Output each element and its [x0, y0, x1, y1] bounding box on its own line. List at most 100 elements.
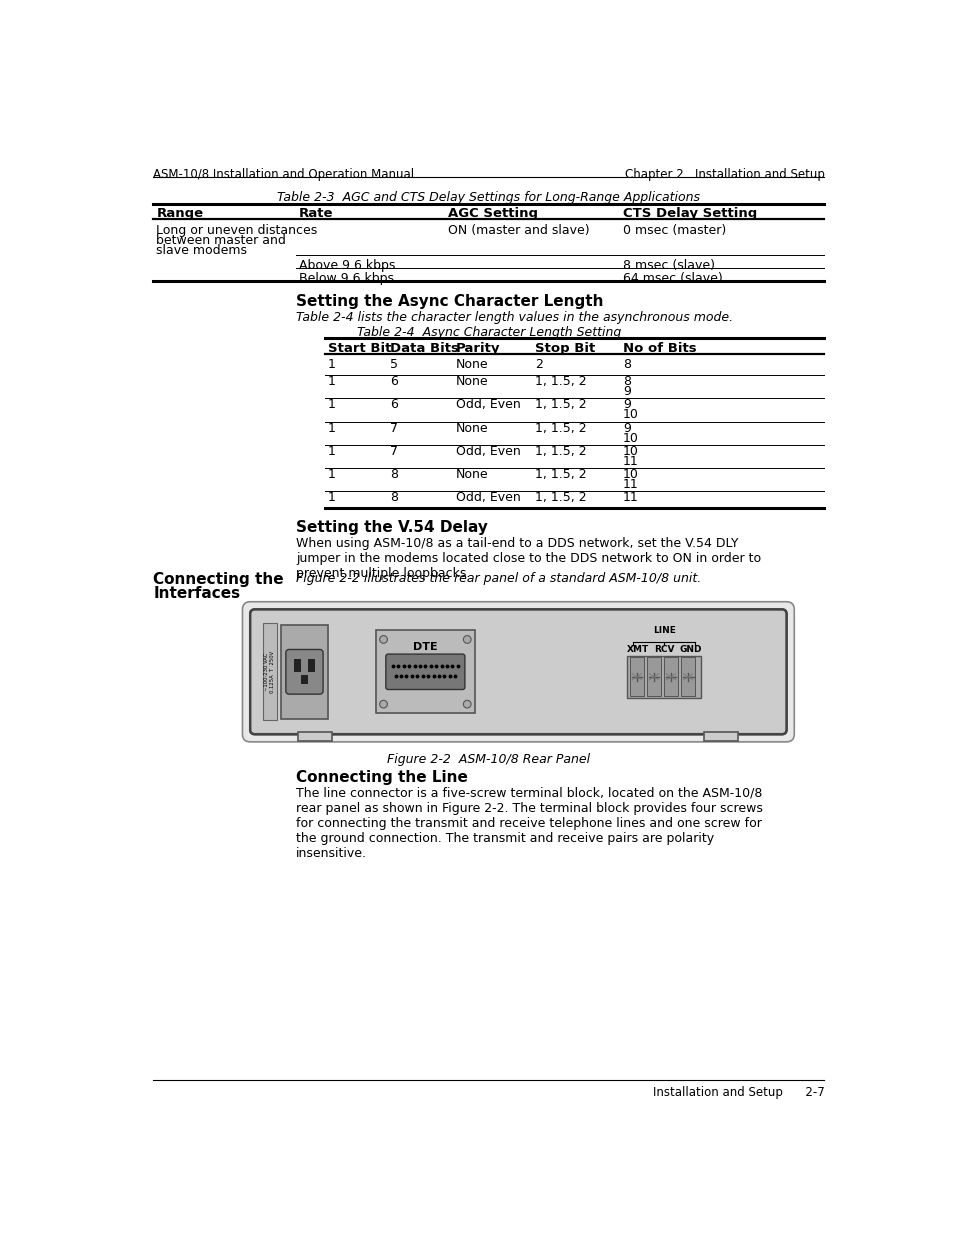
- Text: 8 msec (slave): 8 msec (slave): [622, 259, 714, 272]
- Text: 1, 1.5, 2: 1, 1.5, 2: [534, 468, 586, 480]
- Text: Above 9.6 kbps: Above 9.6 kbps: [298, 259, 395, 272]
- Circle shape: [379, 700, 387, 708]
- Text: Data Bits: Data Bits: [390, 342, 459, 356]
- Text: Table 2-3  AGC and CTS Delay Settings for Long-Range Applications: Table 2-3 AGC and CTS Delay Settings for…: [277, 190, 700, 204]
- Text: Rate: Rate: [298, 207, 334, 221]
- Text: ON (master and slave): ON (master and slave): [447, 224, 589, 237]
- Bar: [308, 659, 315, 672]
- Text: 1, 1.5, 2: 1, 1.5, 2: [534, 399, 586, 411]
- Text: 1, 1.5, 2: 1, 1.5, 2: [534, 421, 586, 435]
- Text: 10: 10: [622, 445, 639, 458]
- Text: 11: 11: [622, 490, 639, 504]
- Text: Start Bit: Start Bit: [328, 342, 391, 356]
- Text: 1, 1.5, 2: 1, 1.5, 2: [534, 375, 586, 388]
- Text: None: None: [456, 375, 488, 388]
- FancyBboxPatch shape: [250, 609, 785, 734]
- Text: 10: 10: [622, 409, 639, 421]
- Text: 7: 7: [390, 421, 398, 435]
- Text: ~100-230 VAC
0.125A  T  250V: ~100-230 VAC 0.125A T 250V: [264, 651, 274, 693]
- Bar: [298, 732, 332, 741]
- Text: No of Bits: No of Bits: [622, 342, 696, 356]
- Text: Chapter 2.  Installation and Setup: Chapter 2. Installation and Setup: [624, 168, 823, 182]
- Text: GND: GND: [679, 645, 701, 655]
- Text: Setting the V.54 Delay: Setting the V.54 Delay: [295, 520, 487, 535]
- Text: slave modems: slave modems: [156, 243, 247, 257]
- FancyBboxPatch shape: [250, 609, 785, 734]
- Text: 9: 9: [622, 421, 630, 435]
- Text: Table 2-4  Async Character Length Setting: Table 2-4 Async Character Length Setting: [356, 326, 620, 340]
- Text: 64 msec (slave): 64 msec (slave): [622, 272, 722, 285]
- Text: 10: 10: [622, 468, 639, 480]
- Bar: [703, 732, 738, 741]
- Text: None: None: [456, 358, 488, 372]
- Text: 10: 10: [622, 431, 639, 445]
- Text: Installation and Setup      2-7: Installation and Setup 2-7: [652, 1086, 823, 1099]
- Text: Figure 2-2  ASM-10/8 Rear Panel: Figure 2-2 ASM-10/8 Rear Panel: [387, 752, 590, 766]
- Text: None: None: [456, 468, 488, 480]
- Text: Odd, Even: Odd, Even: [456, 399, 519, 411]
- Text: Long or uneven distances: Long or uneven distances: [156, 224, 317, 237]
- Bar: [663, 657, 678, 697]
- Text: 5: 5: [390, 358, 398, 372]
- Text: 8: 8: [622, 375, 630, 388]
- Text: DTE: DTE: [413, 642, 437, 652]
- Text: 1, 1.5, 2: 1, 1.5, 2: [534, 490, 586, 504]
- Text: 9: 9: [622, 399, 630, 411]
- Text: 8: 8: [390, 490, 398, 504]
- Bar: [262, 624, 276, 720]
- Bar: [680, 657, 695, 697]
- Text: 0 msec (master): 0 msec (master): [622, 224, 725, 237]
- Text: 1: 1: [328, 399, 335, 411]
- Text: Interfaces: Interfaces: [153, 587, 240, 601]
- Text: 1: 1: [328, 445, 335, 458]
- Text: The line connector is a five-screw terminal block, located on the ASM-10/8
rear : The line connector is a five-screw termi…: [295, 787, 762, 860]
- Text: Setting the Async Character Length: Setting the Async Character Length: [295, 294, 603, 309]
- Text: When using ASM-10/8 as a tail-end to a DDS network, set the V.54 DLY
jumper in t: When using ASM-10/8 as a tail-end to a D…: [295, 537, 760, 580]
- Text: 6: 6: [390, 375, 398, 388]
- Text: LINE: LINE: [652, 626, 675, 636]
- Bar: [300, 674, 308, 684]
- Bar: [375, 630, 475, 714]
- Text: 1: 1: [328, 358, 335, 372]
- Text: Connecting the: Connecting the: [153, 573, 284, 588]
- Text: None: None: [456, 421, 488, 435]
- Bar: [626, 656, 700, 698]
- FancyBboxPatch shape: [385, 655, 464, 689]
- Text: 1: 1: [328, 421, 335, 435]
- Text: 1: 1: [328, 490, 335, 504]
- Circle shape: [379, 636, 387, 643]
- Text: XMT: XMT: [626, 645, 648, 655]
- Text: Odd, Even: Odd, Even: [456, 445, 519, 458]
- Text: Below 9.6 kbps: Below 9.6 kbps: [298, 272, 394, 285]
- Text: Odd, Even: Odd, Even: [456, 490, 519, 504]
- Bar: [646, 657, 660, 697]
- Text: 1, 1.5, 2: 1, 1.5, 2: [534, 445, 586, 458]
- Text: Stop Bit: Stop Bit: [534, 342, 595, 356]
- Bar: [294, 659, 300, 672]
- Text: Connecting the Line: Connecting the Line: [295, 769, 467, 784]
- Bar: [629, 657, 643, 697]
- Text: CTS Delay Setting: CTS Delay Setting: [622, 207, 757, 221]
- Text: 8: 8: [622, 358, 630, 372]
- Bar: [281, 625, 328, 719]
- Text: RCV: RCV: [653, 645, 674, 655]
- Text: 6: 6: [390, 399, 398, 411]
- Text: Parity: Parity: [456, 342, 499, 356]
- Text: between master and: between master and: [156, 233, 286, 247]
- Text: 7: 7: [390, 445, 398, 458]
- Text: ASM-10/8 Installation and Operation Manual: ASM-10/8 Installation and Operation Manu…: [153, 168, 414, 182]
- Text: 11: 11: [622, 454, 639, 468]
- Text: Table 2-4 lists the character length values in the asynchronous mode.: Table 2-4 lists the character length val…: [295, 311, 732, 324]
- Text: 1: 1: [328, 375, 335, 388]
- Circle shape: [463, 700, 471, 708]
- Text: 1: 1: [328, 468, 335, 480]
- Text: 11: 11: [622, 478, 639, 490]
- Circle shape: [463, 636, 471, 643]
- Text: Range: Range: [156, 207, 203, 221]
- Text: 8: 8: [390, 468, 398, 480]
- Text: Figure 2-2 illustrates the rear panel of a standard ASM-10/8 unit.: Figure 2-2 illustrates the rear panel of…: [295, 573, 700, 585]
- Text: 2: 2: [534, 358, 542, 372]
- Text: AGC Setting: AGC Setting: [447, 207, 537, 221]
- Text: 9: 9: [622, 385, 630, 399]
- FancyBboxPatch shape: [286, 650, 323, 694]
